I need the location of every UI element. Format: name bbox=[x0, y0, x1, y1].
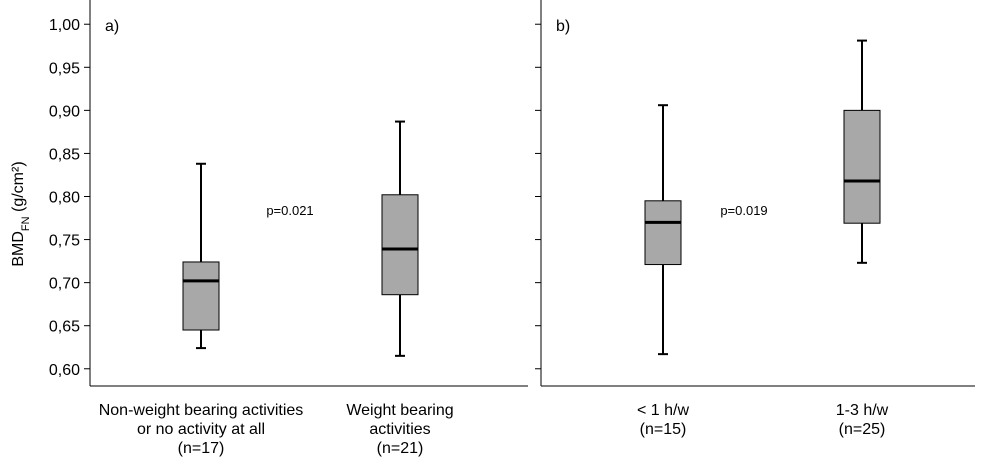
y-ticks: 0,60 0,65 0,70 0,75 0,80 0,85 0,90 0,95 1,00 bbox=[49, 17, 541, 379]
category-label: Non-weight bearing activities bbox=[99, 402, 304, 419]
panel-label: a) bbox=[105, 18, 119, 35]
panel-label: b) bbox=[556, 18, 570, 35]
box-1-1 bbox=[843, 39, 881, 264]
y-tick-label: 1,00 bbox=[49, 17, 80, 34]
category-label: (n=25) bbox=[839, 421, 886, 438]
category-label: or no activity at all bbox=[137, 421, 265, 438]
iqr-box bbox=[381, 194, 419, 296]
box-0-0 bbox=[182, 162, 220, 350]
annotations: a) p=0.021 b) p=0.019 bbox=[105, 18, 768, 218]
box-0-1 bbox=[381, 120, 419, 357]
category-label: activities bbox=[369, 421, 430, 438]
y-tick-label: 0,80 bbox=[49, 190, 80, 207]
iqr-box bbox=[644, 200, 682, 266]
category-label: < 1 h/w bbox=[637, 402, 689, 419]
iqr-box bbox=[182, 261, 220, 331]
category-label: (n=21) bbox=[377, 440, 424, 457]
y-tick-label: 0,95 bbox=[49, 60, 80, 77]
category-label: 1-3 h/w bbox=[836, 402, 889, 419]
y-tick-label: 0,60 bbox=[49, 362, 80, 379]
axes bbox=[89, 0, 975, 387]
boxes bbox=[182, 39, 881, 357]
category-label: (n=15) bbox=[640, 421, 687, 438]
category-label: Weight bearing bbox=[346, 402, 453, 419]
y-tick-label: 0,85 bbox=[49, 146, 80, 163]
p-value-annotation: p=0.021 bbox=[266, 203, 313, 218]
category-labels: Non-weight bearing activities or no activ… bbox=[99, 402, 889, 457]
y-tick-label: 0,70 bbox=[49, 276, 80, 293]
y-axis-title: BMDFN (g/cm²) bbox=[10, 161, 32, 266]
iqr-box bbox=[843, 109, 881, 224]
y-tick-label: 0,75 bbox=[49, 233, 80, 250]
box-1-0 bbox=[644, 104, 682, 356]
y-tick-label: 0,90 bbox=[49, 103, 80, 120]
y-tick-label: 0,65 bbox=[49, 319, 80, 336]
category-label: (n=17) bbox=[178, 440, 225, 457]
y-axis-label: BMDFN (g/cm²) bbox=[10, 161, 32, 266]
p-value-annotation: p=0.019 bbox=[720, 203, 767, 218]
